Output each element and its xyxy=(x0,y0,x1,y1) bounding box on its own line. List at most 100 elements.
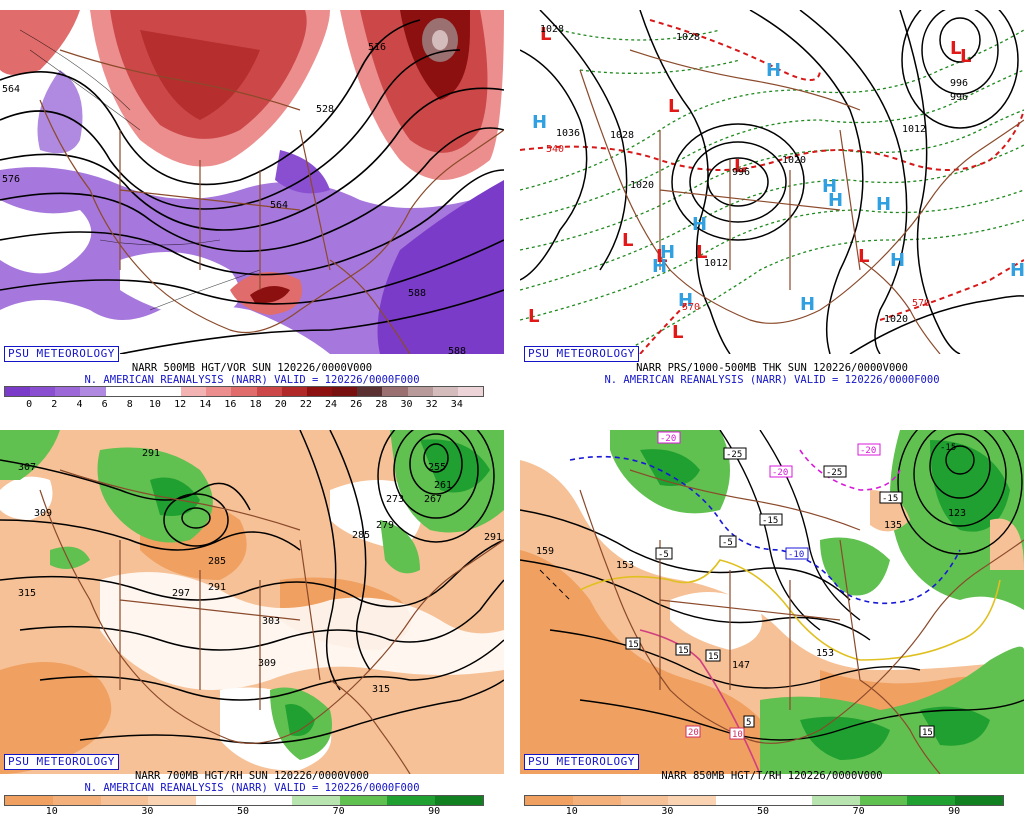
temp-label: 15 xyxy=(628,640,639,650)
colorbar-tick-label: 10 xyxy=(148,399,161,410)
colorbar-swatch xyxy=(306,387,333,396)
high-pressure-marker: H xyxy=(678,290,693,311)
colorbar-swatch xyxy=(457,387,483,396)
low-pressure-marker: L xyxy=(696,242,707,263)
contour-label: 273 xyxy=(386,494,404,505)
colorbar-ticks: 0 2 4 6 8 10 12 14 16 18 20 22 24 26 28 30 32 34 xyxy=(4,399,482,413)
low-pressure-marker: L xyxy=(960,46,971,67)
colorbar-tick-label: 14 xyxy=(199,399,212,410)
colorbar-tick-label: 90 xyxy=(948,806,961,817)
colorbar-tick-label: 50 xyxy=(236,806,250,817)
psu-meteorology-badge: PSU METEOROLOGY xyxy=(4,754,119,770)
colorbar-tick-label: 12 xyxy=(174,399,187,410)
contour-label: 285 xyxy=(352,530,370,541)
contour-label: 297 xyxy=(172,588,190,599)
contour-label: 570 xyxy=(912,298,930,309)
contour-label: 291 xyxy=(208,582,226,593)
contour-label: 147 xyxy=(732,660,750,671)
colorbar-tick-label: 30 xyxy=(400,399,413,410)
colorbar-swatch xyxy=(332,387,358,396)
low-pressure-marker: L xyxy=(858,246,869,267)
temp-label: -15 xyxy=(882,494,898,504)
low-pressure-marker: L xyxy=(540,24,551,45)
temp-label: -25 xyxy=(726,450,742,460)
colorbar-swatch xyxy=(155,387,182,396)
temp-label: -20 xyxy=(860,446,876,456)
contour-label: 570 xyxy=(682,302,700,313)
panel-subtitle: N. AMERICAN REANALYSIS (NARR) VALID = 12… xyxy=(84,374,420,386)
colorbar-tick-label: 70 xyxy=(332,806,345,817)
contour-label: 564 xyxy=(270,200,288,211)
colorbar-tick-label: 30 xyxy=(141,806,154,817)
colorbar-swatch xyxy=(281,387,307,396)
contour-label: 261 xyxy=(434,480,452,491)
contour-label: 255 xyxy=(428,462,446,473)
colorbar-swatch xyxy=(811,796,860,805)
colorbar-tick-label: 18 xyxy=(249,399,262,410)
colorbar-swatch xyxy=(339,796,388,805)
contour-label: 309 xyxy=(34,508,52,519)
contour-label: 1028 xyxy=(540,24,564,35)
high-pressure-marker: H xyxy=(890,250,905,271)
psu-meteorology-badge: PSU METEOROLOGY xyxy=(4,346,119,362)
panel-subtitle: N. AMERICAN REANALYSIS (NARR) VALID = 12… xyxy=(84,782,420,794)
temp-label: 15 xyxy=(922,728,933,738)
colorbar-swatch xyxy=(243,796,292,805)
colorbar-swatch xyxy=(5,387,31,396)
colorbar-tick-label: 34 xyxy=(450,399,463,410)
low-pressure-marker: L xyxy=(950,38,961,59)
colorbar-swatch xyxy=(357,387,383,396)
low-pressure-marker: L xyxy=(672,322,683,343)
high-pressure-marker: H xyxy=(766,60,781,81)
colorbar-swatch xyxy=(668,796,717,805)
contour-label: 153 xyxy=(816,648,834,659)
contour-label: 291 xyxy=(484,532,502,543)
low-pressure-marker: L xyxy=(622,230,633,251)
low-pressure-marker: L xyxy=(734,156,745,177)
colorbar-swatch xyxy=(955,796,1003,805)
contour-label: 996 xyxy=(950,92,968,103)
high-pressure-marker: H xyxy=(822,176,837,197)
colorbar-swatch xyxy=(5,796,53,805)
contour-label: 153 xyxy=(616,560,634,571)
colorbar xyxy=(524,795,1004,806)
colorbar-swatch xyxy=(859,796,908,805)
contour-label: 309 xyxy=(258,658,276,669)
colorbar-tick-label: 6 xyxy=(101,399,108,410)
panel-title: NARR 700MB HGT/RH SUN 120226/0000V000 xyxy=(135,770,369,782)
contour-label: 540 xyxy=(546,144,564,155)
high-pressure-marker: H xyxy=(660,242,675,263)
high-pressure-marker: H xyxy=(652,256,667,277)
contour-label: 516 xyxy=(368,42,386,53)
contour-label: 996 xyxy=(732,167,750,178)
contour-label: 123 xyxy=(948,508,966,519)
colorbar-swatch xyxy=(196,796,244,805)
panel-850mb-temperature-rh: 159 153 147 153 135 123 15 15 15 15 5 20… xyxy=(520,430,1024,819)
contour-label: 315 xyxy=(18,588,36,599)
contour-label: 528 xyxy=(316,104,334,115)
contour-label: 1012 xyxy=(902,124,926,135)
colorbar-swatch xyxy=(572,796,621,805)
colorbar-swatch xyxy=(716,796,764,805)
colorbar-tick-label: 28 xyxy=(375,399,388,410)
colorbar-tick-label: 50 xyxy=(756,806,770,817)
colorbar-swatch xyxy=(256,387,282,396)
colorbar-swatch xyxy=(52,796,101,805)
panel-subtitle: N. AMERICAN REANALYSIS (NARR) VALID = 12… xyxy=(604,374,940,386)
colorbar-swatch xyxy=(382,387,408,396)
contour-label: 159 xyxy=(536,546,554,557)
contour-label: 564 xyxy=(2,84,20,95)
colorbar-tick-label: 30 xyxy=(661,806,674,817)
colorbar-swatch xyxy=(105,387,131,396)
temp-label: -10 xyxy=(788,550,804,560)
temp-label: 20 xyxy=(688,728,699,738)
panel-500mb-vorticity: 564 576 516 528 564 588 588 PSU METEOROL… xyxy=(0,10,504,420)
temp-label: -15 xyxy=(762,516,778,526)
colorbar-tick-label: 10 xyxy=(45,806,58,817)
colorbar-swatch xyxy=(620,796,669,805)
colorbar-swatch xyxy=(148,796,197,805)
contour-label: 307 xyxy=(18,462,36,473)
contour-label: 291 xyxy=(142,448,160,459)
temp-label: 5 xyxy=(746,718,751,728)
